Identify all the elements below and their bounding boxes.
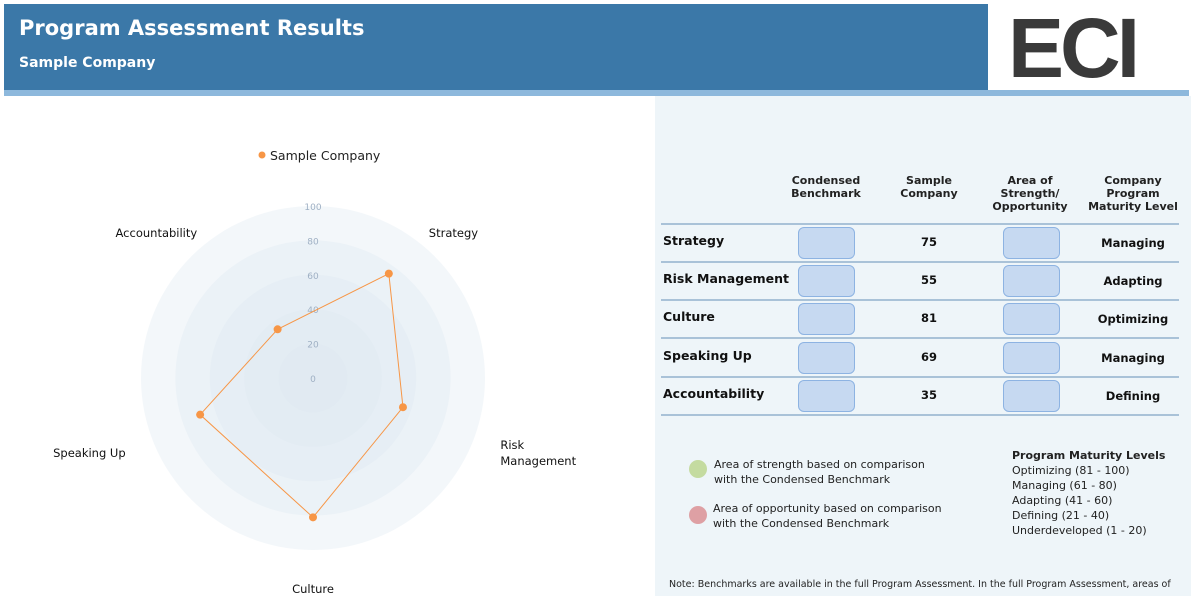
benchmark-box <box>798 265 855 298</box>
level-item: Adapting (41 - 60) <box>1012 494 1113 507</box>
legend-marker <box>258 151 266 159</box>
category-label: Accountability <box>115 225 198 240</box>
rule <box>661 299 1179 302</box>
r-tick-label: 60 <box>307 272 319 282</box>
benchmark-box <box>798 341 855 374</box>
score: 35 <box>920 387 938 402</box>
category-label: Risk Management <box>500 437 577 468</box>
grid-circle <box>244 309 382 447</box>
opportunity-text: Area of opportunity based on comparison … <box>713 502 942 530</box>
row-label: Risk Management <box>663 271 790 287</box>
level-item: Defining (21 - 40) <box>1012 509 1110 522</box>
category-label: Speaking Up <box>53 445 126 460</box>
strength-box <box>1003 265 1060 298</box>
maturity-level: Optimizing <box>1097 312 1169 327</box>
rule <box>661 223 1179 225</box>
legend-label: Sample Company <box>270 148 381 163</box>
score: 75 <box>920 235 938 249</box>
data-point <box>384 269 393 278</box>
grid-circle <box>278 343 348 413</box>
rule <box>661 375 1179 378</box>
score: 69 <box>920 349 938 364</box>
benchmark-box <box>798 303 855 336</box>
rule <box>661 261 1179 263</box>
strength-text: Area of strength based on comparison wit… <box>714 458 925 486</box>
levels-title: Program Maturity Levels <box>1012 449 1166 462</box>
grid-circle <box>141 206 485 550</box>
r-tick-label: 0 <box>310 375 316 385</box>
level-item: Managing (61 - 80) <box>1012 479 1117 492</box>
series-line <box>199 272 404 519</box>
strength-box <box>1003 341 1060 374</box>
grid-circle <box>175 240 451 516</box>
data-point <box>273 325 282 334</box>
level-item: Optimizing (81 - 100) <box>1012 464 1130 477</box>
data-point <box>398 403 407 412</box>
column-header: Sample Company <box>900 174 958 200</box>
strength-box <box>1003 227 1060 259</box>
maturity-level: Managing <box>1101 350 1165 365</box>
rule <box>661 413 1179 416</box>
data-point <box>309 513 317 522</box>
maturity-level: Defining <box>1105 388 1161 403</box>
r-tick-label: 80 <box>307 237 319 247</box>
score: 55 <box>920 273 938 288</box>
title: Program Assessment Results <box>19 16 365 40</box>
row-label: Culture <box>663 309 715 325</box>
benchmark-box <box>798 379 855 412</box>
row-label: Strategy <box>663 233 725 248</box>
row-label: Speaking Up <box>663 347 752 363</box>
data-point <box>196 410 205 419</box>
header-stripe <box>4 90 1189 96</box>
strength-dot <box>689 460 707 478</box>
strength-box <box>1003 303 1060 336</box>
category-label: Strategy <box>428 225 479 240</box>
r-tick-label: 20 <box>307 341 319 351</box>
level-item: Underdeveloped (1 - 20) <box>1012 524 1147 537</box>
column-header: Condensed Benchmark <box>791 174 861 200</box>
opportunity-dot <box>689 506 707 524</box>
strength-box <box>1003 379 1060 412</box>
column-header: Company Program Maturity Level <box>1088 174 1178 213</box>
maturity-level: Adapting <box>1103 274 1163 289</box>
header-bar <box>4 4 988 90</box>
category-label: Culture <box>292 582 334 596</box>
note: Note: Benchmarks are available in the fu… <box>669 579 1171 590</box>
score: 81 <box>920 311 938 326</box>
subtitle: Sample Company <box>19 55 156 71</box>
table-panel <box>655 96 1191 596</box>
maturity-level: Managing <box>1101 236 1165 250</box>
benchmark-box <box>798 227 855 259</box>
column-header: Area of Strength/ Opportunity <box>992 174 1068 213</box>
row-label: Accountability <box>663 385 765 401</box>
r-tick-label: 100 <box>304 203 321 213</box>
logo: ECI <box>1008 1 1140 95</box>
grid-circle <box>209 274 417 482</box>
rule <box>661 337 1179 340</box>
